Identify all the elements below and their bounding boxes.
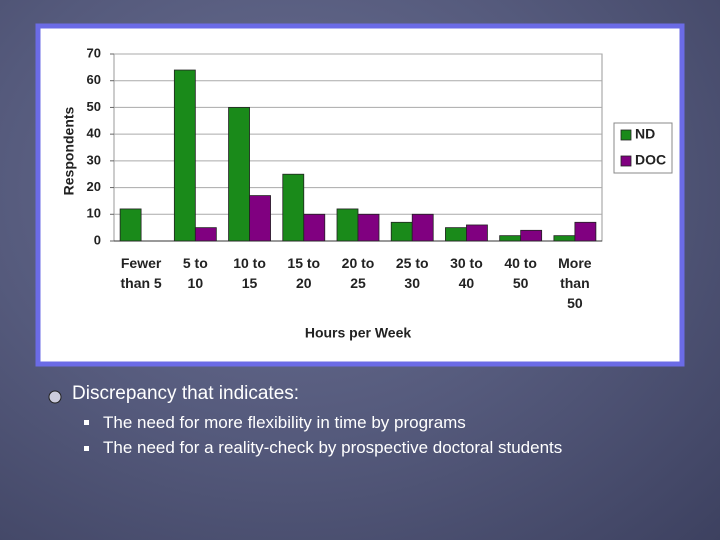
y-tick-label: 50 [87,99,101,114]
legend-swatch [620,129,632,141]
sub-bullet-icon [84,446,89,451]
bullet-item: The need for more flexibility in time by… [103,413,466,432]
x-tick-label: 20 to 25 [341,255,375,291]
bar [520,229,543,242]
chart-frame [35,23,685,367]
x-tick-label: 5 to 10 [182,255,208,291]
x-axis-label: Hours per Week [305,325,412,341]
x-tick-label: 30 to 40 [450,255,483,291]
bar [194,227,217,242]
bar [173,69,196,242]
x-tick-label: 40 to 50 [504,255,537,291]
x-tick-label: More than 50 [558,255,592,311]
bar [282,173,305,242]
bullet-item: The need for a reality-check by prospect… [103,438,563,457]
y-tick-label: 0 [94,232,101,247]
bullet-icon [48,390,62,404]
bar [119,208,142,242]
bar [249,195,271,242]
bar [411,213,434,242]
legend-swatch [620,155,632,167]
x-tick-label: Fewer than 5 [120,255,162,291]
legend-label: DOC [635,152,666,168]
bar [574,221,597,242]
y-tick-label: 60 [87,72,101,87]
bullet-title: Discrepancy that indicates: [72,383,300,404]
y-axis-label: Respondents [61,106,77,195]
legend-label: ND [635,126,655,142]
x-tick-label: 15 to 20 [287,255,321,291]
y-tick-label: 10 [87,206,101,221]
sub-bullet-icon [84,420,89,425]
x-tick-label: 25 to 30 [395,255,429,291]
y-tick-label: 40 [87,126,101,141]
bar [466,224,488,242]
bar [228,107,250,242]
bar [303,213,326,242]
y-tick-label: 30 [87,152,101,167]
y-tick-label: 70 [87,45,101,60]
bar [357,213,380,242]
x-tick-label: 10 to 15 [233,255,266,291]
y-tick-label: 20 [87,179,101,194]
